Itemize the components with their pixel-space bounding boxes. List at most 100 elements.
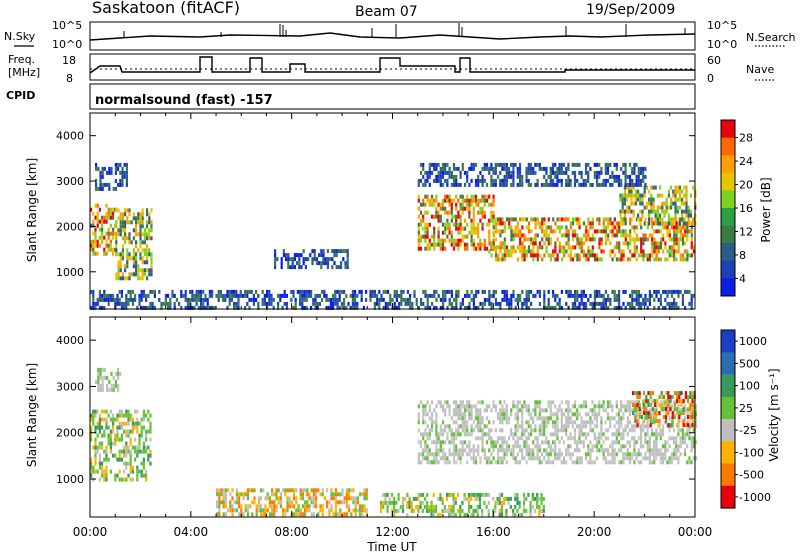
power-cell: [615, 174, 618, 179]
velocity-cell: [609, 452, 612, 457]
power-cell: [340, 289, 343, 294]
velocity-cell: [589, 456, 592, 461]
power-cell: [301, 297, 304, 302]
velocity-cell: [105, 457, 108, 462]
velocity-cell: [437, 400, 440, 405]
power-cell: [461, 297, 464, 302]
power-cell: [126, 256, 129, 261]
velocity-cell: [321, 508, 324, 513]
power-cell: [527, 305, 530, 310]
velocity-cell: [488, 460, 491, 465]
velocity-cell: [576, 456, 579, 461]
velocity-cell: [536, 500, 539, 505]
velocity-cell: [445, 496, 449, 501]
power-cell: [659, 297, 662, 302]
velocity-cell: [437, 440, 440, 445]
power-cell: [655, 241, 658, 246]
power-cell: [128, 220, 131, 225]
velocity-cell: [536, 400, 539, 405]
power-cell: [602, 293, 605, 298]
power-cell: [492, 245, 495, 250]
power-cell: [101, 182, 104, 187]
velocity-cell: [246, 492, 249, 497]
power-cell: [142, 289, 145, 294]
velocity-cell: [534, 444, 537, 449]
velocity-cell: [334, 504, 337, 509]
velocity-cell: [461, 400, 464, 405]
velocity-cell: [459, 408, 462, 413]
velocity-cell: [266, 508, 269, 513]
velocity-cell: [406, 500, 409, 505]
velocity-cell: [459, 440, 462, 445]
power-cell: [492, 182, 495, 187]
power-cell: [646, 305, 649, 310]
power-cell: [543, 233, 546, 238]
velocity-cell: [576, 440, 579, 445]
velocity-cell: [97, 371, 100, 376]
velocity-cell: [613, 416, 616, 421]
velocity-cell: [321, 492, 324, 497]
power-cell: [119, 264, 122, 269]
velocity-cell: [441, 420, 445, 425]
velocity-cell: [107, 457, 110, 462]
velocity-cell: [109, 441, 112, 446]
power-cell: [670, 301, 673, 306]
power-cell: [549, 170, 552, 175]
power-cell: [373, 305, 376, 310]
velocity-cell: [686, 444, 689, 449]
power-cell: [334, 293, 337, 298]
power-cell: [678, 197, 681, 202]
velocity-cell: [609, 460, 612, 465]
power-cell: [444, 178, 447, 183]
velocity-cell: [326, 504, 329, 509]
velocity-colorbar-segment: [721, 441, 735, 465]
velocity-cell: [543, 420, 546, 425]
velocity-cell: [470, 432, 473, 437]
power-cell: [536, 217, 539, 222]
power-cell: [444, 198, 447, 203]
power-cell: [472, 242, 475, 247]
velocity-cell: [483, 500, 486, 505]
power-cell: [290, 289, 293, 294]
power-cell: [134, 297, 137, 302]
power-cell: [298, 253, 301, 258]
velocity-cell: [694, 416, 698, 421]
velocity-cell: [419, 440, 423, 445]
velocity-cell: [136, 421, 139, 426]
velocity-cell: [571, 404, 574, 409]
power-cell: [461, 301, 464, 306]
velocity-cell: [684, 391, 687, 396]
velocity-cell: [501, 436, 504, 441]
power-cell: [673, 289, 676, 294]
velocity-cell: [505, 452, 508, 457]
velocity-cell: [558, 428, 561, 433]
power-cell: [419, 222, 423, 227]
power-cell: [534, 253, 537, 258]
velocity-cell: [536, 504, 539, 509]
velocity-cell: [602, 404, 605, 409]
velocity-cell: [556, 420, 559, 425]
velocity-cell: [617, 460, 621, 465]
power-cell: [146, 220, 149, 225]
velocity-cell: [95, 379, 98, 384]
velocity-cell: [218, 504, 221, 509]
power-cell: [514, 249, 517, 254]
velocity-cell: [116, 437, 119, 442]
power-cell: [98, 293, 101, 298]
power-cell: [354, 301, 357, 306]
power-cell: [499, 257, 502, 262]
power-cell: [534, 217, 537, 222]
power-cell: [481, 194, 484, 199]
power-cell: [116, 293, 119, 298]
power-cell: [527, 221, 531, 226]
power-cell: [452, 198, 456, 203]
velocity-cell: [312, 488, 315, 493]
power-cell: [684, 249, 687, 254]
power-cell: [437, 234, 440, 239]
velocity-cell: [567, 412, 570, 417]
velocity-cell: [271, 500, 274, 505]
power-cell: [536, 253, 539, 258]
power-cell: [340, 301, 343, 306]
power-cell: [512, 166, 515, 171]
velocity-cell: [107, 437, 110, 442]
